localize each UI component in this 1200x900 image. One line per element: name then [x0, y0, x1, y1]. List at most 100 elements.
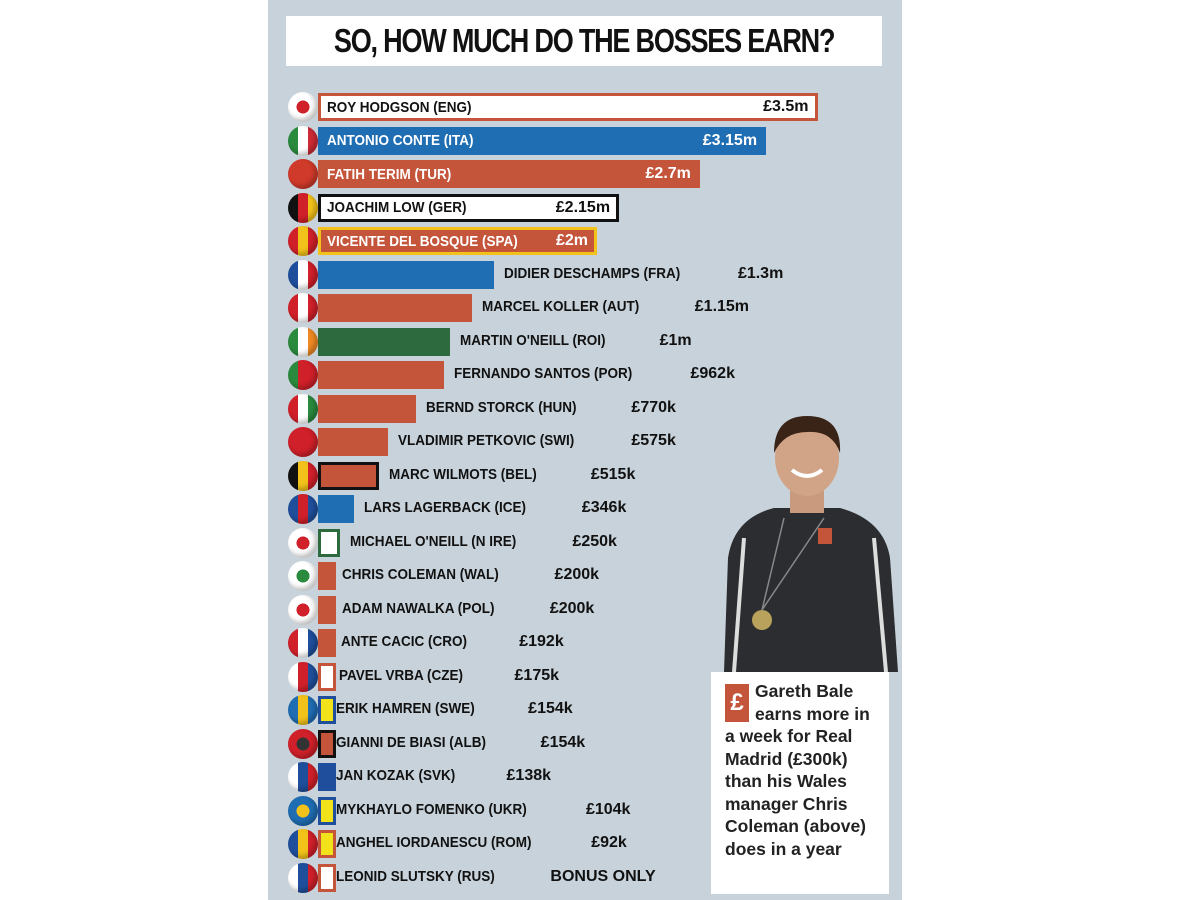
bar: [318, 428, 388, 456]
bar-value-label: £3.5m: [763, 98, 809, 115]
bar: [318, 830, 336, 858]
bar-category-label: VICENTE DEL BOSQUE (SPA): [327, 232, 518, 250]
bar-category-label: MARCEL KOLLER (AUT): [482, 298, 640, 315]
bar-category-label: PAVEL VRBA (CZE): [338, 666, 463, 684]
bar: VICENTE DEL BOSQUE (SPA) £2m: [318, 227, 597, 255]
bar: [318, 528, 340, 557]
flag-icon: [288, 326, 318, 357]
bar-outside-labels: VLADIMIR PETKOVIC (SWI) £575k: [398, 432, 676, 450]
bar-category-label: LARS LAGERBACK (ICE): [363, 499, 526, 516]
bar-outside-labels: ANGHEL IORDANESCU (ROM) £92k: [336, 834, 627, 852]
bar-value-label: £575k: [631, 432, 676, 449]
bar-outside-labels: GIANNI DE BIASI (ALB) £154k: [336, 734, 585, 752]
bar: [318, 495, 354, 523]
bar-outside-labels: MARC WILMOTS (BEL) £515k: [389, 466, 636, 484]
bar: [318, 461, 379, 490]
bar: FATIH TERIM (TUR) £2.7m: [318, 160, 700, 188]
bar-value-label: £250k: [572, 532, 617, 550]
bar: [318, 863, 336, 892]
flag-icon: [288, 661, 318, 692]
flag-icon: [288, 728, 318, 759]
bar-outside-labels: MICHAEL O'NEILL (N IRE) £250k: [350, 533, 617, 551]
bar-value-label: BONUS ONLY: [550, 867, 656, 885]
bar-value-label: £1.3m: [737, 264, 784, 282]
bar-value-label: £200k: [554, 566, 600, 583]
flag-icon: [288, 159, 318, 189]
bar-value-label: £1.15m: [694, 298, 750, 315]
flag-icon: [288, 293, 318, 323]
bar-value-label: £154k: [540, 733, 586, 751]
bar-category-label: FATIH TERIM (TUR): [327, 165, 452, 183]
bar-outside-labels: ERIK HAMREN (SWE) £154k: [336, 700, 573, 718]
bar: [318, 327, 450, 356]
flag-icon: [288, 226, 318, 256]
bar-outside-labels: MARTIN O'NEILL (ROI) £1m: [460, 332, 692, 350]
flag-icon: [288, 393, 318, 424]
flag-icon: [288, 125, 318, 156]
bar-value-label: £2.15m: [555, 198, 611, 216]
bar-outside-labels: ADAM NAWALKA (POL) £200k: [342, 600, 594, 618]
flag-icon: [288, 527, 318, 558]
bar-value-label: £962k: [690, 365, 735, 382]
bar-value-label: £1m: [659, 331, 692, 349]
flag-icon: [288, 494, 318, 524]
bar-category-label: GIANNI DE BIASI (ALB): [336, 733, 487, 751]
bar-outside-labels: LEONID SLUTSKY (RUS) BONUS ONLY: [336, 868, 656, 886]
chart-title: SO, HOW MUCH DO THE BOSSES EARN?: [286, 16, 882, 66]
flag-icon: [288, 561, 318, 591]
bar-value-label: £200k: [549, 599, 595, 617]
bar: [318, 361, 445, 389]
flag-icon: [288, 259, 318, 290]
bar-outside-labels: JAN KOZAK (SVK) £138k: [336, 767, 551, 785]
pound-icon: £: [725, 684, 749, 722]
bar: ROY HODGSON (ENG) £3.5m: [318, 93, 818, 121]
bar-category-label: DIDIER DESCHAMPS (FRA): [504, 264, 681, 282]
flag-icon: [288, 762, 318, 792]
bar-outside-labels: BERND STORCK (HUN) £770k: [426, 399, 676, 417]
bar: [318, 294, 473, 322]
bar: [318, 629, 336, 657]
bar-category-label: ANTE CACIC (CRO): [341, 633, 468, 650]
bale-note-box: £ Gareth Bale earns more in a week for R…: [711, 672, 889, 894]
bar-outside-labels: PAVEL VRBA (CZE) £175k: [339, 667, 559, 685]
bar: [318, 796, 336, 825]
flag-icon: [288, 829, 318, 859]
bar-category-label: BERND STORCK (HUN): [426, 398, 577, 416]
bar: [318, 595, 336, 624]
bar-value-label: £2.7m: [645, 165, 691, 182]
bale-note-text: Gareth Bale earns more in a week for Rea…: [725, 681, 870, 859]
bar-value-label: £3.15m: [702, 131, 758, 149]
bar: [318, 696, 336, 724]
bar-outside-labels: CHRIS COLEMAN (WAL) £200k: [342, 566, 599, 584]
bar-category-label: MARTIN O'NEILL (ROI): [460, 331, 606, 349]
bar: [318, 562, 336, 590]
bar: [318, 260, 495, 289]
bar: [318, 729, 336, 758]
flag-icon: [288, 594, 318, 625]
bar-outside-labels: MARCEL KOLLER (AUT) £1.15m: [482, 298, 749, 316]
bar-value-label: £770k: [631, 398, 676, 416]
bar-outside-labels: FERNANDO SANTOS (POR) £962k: [454, 365, 735, 383]
bar-category-label: ERIK HAMREN (SWE): [336, 700, 475, 717]
bar-category-label: ROY HODGSON (ENG): [327, 98, 472, 116]
bar-value-label: £192k: [519, 633, 564, 650]
flag-icon: [288, 628, 318, 658]
bar-category-label: MICHAEL O'NEILL (N IRE): [349, 532, 516, 550]
manager-photo: [714, 408, 900, 672]
bar-category-label: MARC WILMOTS (BEL): [388, 465, 537, 483]
flag-icon: [288, 695, 318, 725]
bar-category-label: JOACHIM LOW (GER): [327, 199, 467, 216]
bar-category-label: FERNANDO SANTOS (POR): [454, 365, 633, 382]
bar: ANTONIO CONTE (ITA) £3.15m: [318, 126, 767, 155]
flag-icon: [288, 795, 318, 826]
bar-category-label: ANGHEL IORDANESCU (ROM): [336, 834, 532, 851]
bar-category-label: VLADIMIR PETKOVIC (SWI): [397, 432, 574, 449]
bar-value-label: £346k: [581, 499, 627, 516]
bar-category-label: CHRIS COLEMAN (WAL): [342, 566, 500, 583]
bar-outside-labels: MYKHAYLO FOMENKO (UKR) £104k: [336, 801, 630, 819]
flag-icon: [288, 92, 318, 122]
bar-category-label: ANTONIO CONTE (ITA): [327, 132, 474, 149]
bar-value-label: £92k: [591, 834, 627, 851]
bar-value-label: £154k: [528, 700, 573, 717]
bar-outside-labels: LARS LAGERBACK (ICE) £346k: [364, 499, 627, 517]
